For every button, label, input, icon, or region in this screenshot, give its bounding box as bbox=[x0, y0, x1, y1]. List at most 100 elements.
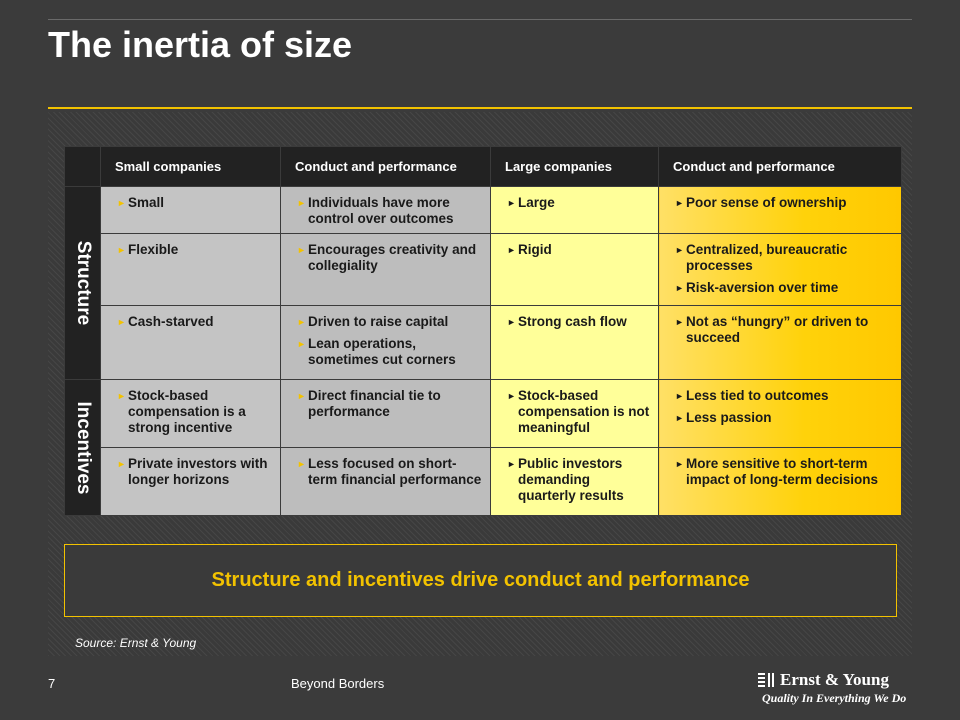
bullet-item: ► Small bbox=[109, 195, 272, 211]
bullet-item: ► Risk-aversion over time bbox=[667, 280, 893, 296]
bullet-arrow-icon: ► bbox=[117, 391, 126, 401]
bullet-item: ► Encourages creativity and collegiality bbox=[289, 242, 482, 274]
bullet-item: ► Public investors demanding quarterly re… bbox=[499, 456, 650, 504]
table-row: Incentives ► Stock-based compensation is a… bbox=[64, 379, 902, 516]
bullet-text: Stock-based compensation is not meaningf… bbox=[518, 388, 650, 435]
bullet-text: Lean operations, sometimes cut corners bbox=[308, 336, 456, 367]
header-small-companies: Small companies bbox=[100, 146, 281, 187]
bullet-arrow-icon: ► bbox=[297, 459, 306, 469]
bullet-text: Individuals have more control over outco… bbox=[308, 195, 454, 226]
cell-large-companies: ► Strong cash flow bbox=[490, 305, 659, 380]
bullet-text: Risk-aversion over time bbox=[686, 280, 839, 295]
bullet-item: ► Stock-based compensation is a strong in… bbox=[109, 388, 272, 436]
cell-large-conduct: ► Not as “hungry” or driven to succeed bbox=[658, 305, 902, 380]
bullet-item: ► Poor sense of ownership bbox=[667, 195, 893, 211]
cell-large-conduct: ► Less tied to outcomes ► Less passion bbox=[658, 379, 902, 448]
bullet-arrow-icon: ► bbox=[675, 317, 684, 327]
logo-tagline: Quality In Everything We Do bbox=[762, 691, 907, 705]
bullet-item: ► More sensitive to short-term impact of … bbox=[667, 456, 893, 488]
bullet-arrow-icon: ► bbox=[297, 339, 306, 349]
section-label-cell: Structure bbox=[64, 186, 101, 380]
section-label: Incentives bbox=[72, 401, 94, 494]
bullet-arrow-icon: ► bbox=[117, 245, 126, 255]
conclusion-box: Structure and incentives drive conduct a… bbox=[64, 544, 897, 617]
top-rule bbox=[48, 19, 912, 20]
bullet-item: ► Cash-starved bbox=[109, 314, 272, 330]
section-label-cell: Incentives bbox=[64, 379, 101, 516]
bullet-arrow-icon: ► bbox=[675, 198, 684, 208]
bullet-text: Encourages creativity and collegiality bbox=[308, 242, 477, 273]
table-row: ► Flexible ► Encourages creativity and coll… bbox=[65, 233, 902, 306]
cell-small-conduct: ► Encourages creativity and collegiality bbox=[280, 233, 491, 306]
bullet-item: ► Driven to raise capital bbox=[289, 314, 482, 330]
bullet-item: ► Not as “hungry” or driven to succeed bbox=[667, 314, 893, 346]
bullet-arrow-icon: ► bbox=[507, 317, 516, 327]
page-number: 7 bbox=[48, 676, 56, 691]
cell-small-companies: ► Stock-based compensation is a strong in… bbox=[100, 379, 281, 448]
bullet-item: ► Large bbox=[499, 195, 650, 211]
footer-text: Beyond Borders bbox=[291, 676, 385, 691]
source-note: Source: Ernst & Young bbox=[75, 636, 197, 650]
bullet-text: Less passion bbox=[686, 410, 772, 425]
bullet-arrow-icon: ► bbox=[297, 198, 306, 208]
cell-small-conduct: ► Direct financial tie to performance bbox=[280, 379, 491, 448]
bullet-item: ► Less focused on short-term financial pe… bbox=[289, 456, 482, 488]
bullet-text: Direct financial tie to performance bbox=[308, 388, 441, 419]
cell-large-conduct: ► Centralized, bureaucratic processes ► Ris… bbox=[658, 233, 902, 306]
ey-logo-mark-icon bbox=[758, 673, 774, 687]
bullet-text: Not as “hungry” or driven to succeed bbox=[686, 314, 869, 345]
cell-large-conduct: ► More sensitive to short-term impact of … bbox=[658, 447, 902, 516]
cell-large-companies: ► Large bbox=[490, 186, 659, 234]
bullet-arrow-icon: ► bbox=[675, 413, 684, 423]
cell-large-companies: ► Rigid bbox=[490, 233, 659, 306]
bullet-item: ► Less passion bbox=[667, 410, 893, 426]
bullet-text: Less focused on short-term financial per… bbox=[308, 456, 482, 487]
bullet-item: ► Strong cash flow bbox=[499, 314, 650, 330]
bullet-item: ► Rigid bbox=[499, 242, 650, 258]
bullet-text: Private investors with longer horizons bbox=[128, 456, 268, 487]
cell-small-conduct: ► Less focused on short-term financial pe… bbox=[280, 447, 491, 516]
header-large-companies: Large companies bbox=[490, 146, 659, 187]
slide-title: The inertia of size bbox=[48, 24, 353, 65]
comparison-table: Small companies Conduct and performance … bbox=[64, 146, 902, 516]
bullet-item: ► Less tied to outcomes bbox=[667, 388, 893, 404]
bullet-item: ► Private investors with longer horizons bbox=[109, 456, 272, 488]
bullet-text: Driven to raise capital bbox=[308, 314, 449, 329]
cell-small-conduct: ► Driven to raise capital ► Lean operations… bbox=[280, 305, 491, 380]
header-small-conduct: Conduct and performance bbox=[280, 146, 491, 187]
bullet-arrow-icon: ► bbox=[117, 198, 126, 208]
cell-small-companies: ► Cash-starved bbox=[100, 305, 281, 380]
logo-name: Ernst & Young bbox=[780, 670, 889, 689]
bullet-arrow-icon: ► bbox=[675, 245, 684, 255]
bullet-arrow-icon: ► bbox=[507, 198, 516, 208]
bullet-text: Less tied to outcomes bbox=[686, 388, 829, 403]
title-rule bbox=[48, 107, 912, 109]
cell-large-conduct: ► Poor sense of ownership bbox=[658, 186, 902, 234]
bullet-text: More sensitive to short-term impact of l… bbox=[686, 456, 879, 487]
bullet-arrow-icon: ► bbox=[117, 459, 126, 469]
cell-small-conduct: ► Individuals have more control over outc… bbox=[280, 186, 491, 234]
section-label: Structure bbox=[72, 240, 94, 326]
bullet-item: ► Flexible bbox=[109, 242, 272, 258]
bullet-text: Small bbox=[128, 195, 165, 210]
header-row: Small companies Conduct and performance … bbox=[64, 146, 902, 187]
table-row: Structure ► Small ► Individuals have more co… bbox=[64, 186, 902, 380]
bullet-arrow-icon: ► bbox=[297, 245, 306, 255]
bullet-arrow-icon: ► bbox=[675, 283, 684, 293]
table-row: ► Cash-starved ► Driven to raise capital ► Le… bbox=[65, 305, 902, 380]
bullet-arrow-icon: ► bbox=[507, 245, 516, 255]
bullet-arrow-icon: ► bbox=[675, 391, 684, 401]
bullet-text: Stock-based compensation is a strong inc… bbox=[128, 388, 246, 435]
bullet-item: ► Individuals have more control over outc… bbox=[289, 195, 482, 227]
bullet-arrow-icon: ► bbox=[297, 317, 306, 327]
bullet-text: Poor sense of ownership bbox=[686, 195, 847, 210]
bullet-text: Large bbox=[518, 195, 555, 210]
bullet-arrow-icon: ► bbox=[507, 459, 516, 469]
cell-small-companies: ► Small bbox=[100, 186, 281, 234]
bullet-arrow-icon: ► bbox=[507, 391, 516, 401]
bullet-item: ► Centralized, bureaucratic processes bbox=[667, 242, 893, 274]
bullet-text: Public investors demanding quarterly res… bbox=[518, 456, 624, 503]
bullet-text: Strong cash flow bbox=[518, 314, 627, 329]
ernst-young-logo: Ernst & Young Quality In Everything We D… bbox=[758, 668, 918, 708]
bullet-arrow-icon: ► bbox=[297, 391, 306, 401]
